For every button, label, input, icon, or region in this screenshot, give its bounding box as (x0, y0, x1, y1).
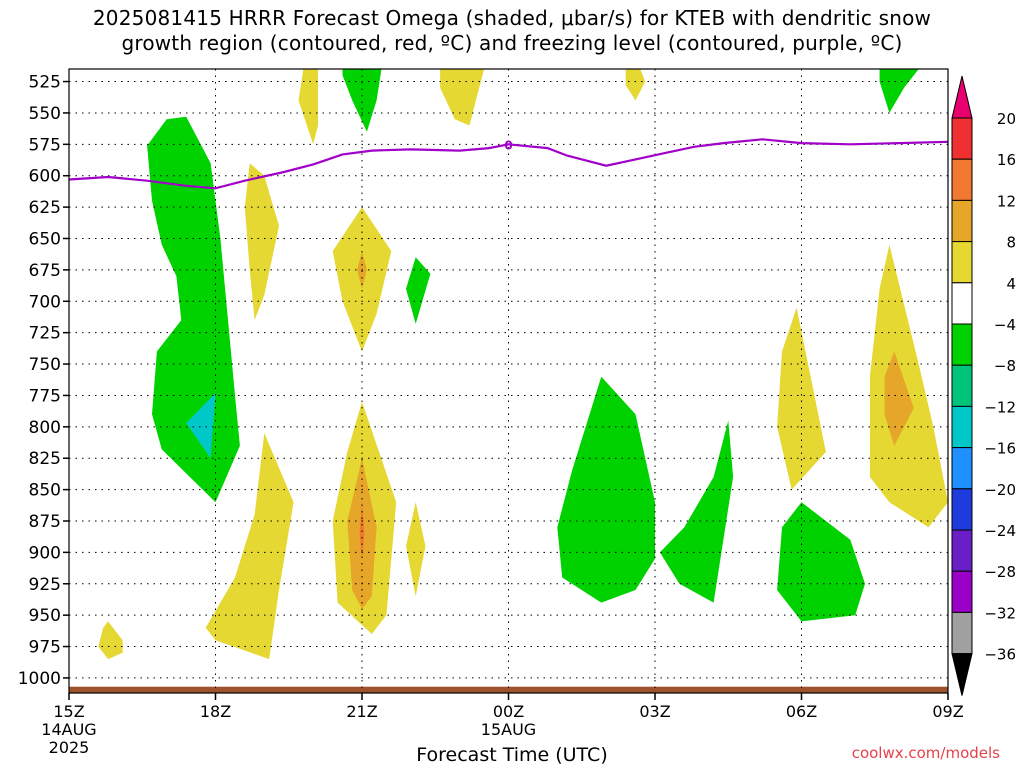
y-tick-label-875: 875 (29, 512, 61, 532)
colorbar-label-4: 4 (1006, 275, 1016, 293)
colorbar-label-13: −36 (984, 646, 1016, 664)
x-tick-label-9: 00Z (493, 702, 524, 721)
y-tick-label-850: 850 (29, 481, 61, 501)
colorbar: 20 16 12 8 4 −4 −8 −12 −16 −20 −24 −28 −32 −36 (951, 75, 1016, 696)
omega-region-22 (777, 502, 865, 622)
colorbar-bin-2 (951, 199, 973, 243)
colorbar-bin-7 (951, 405, 973, 449)
colorbar-label-3: 8 (1006, 234, 1016, 252)
omega-region-19 (869, 244, 948, 528)
y-tick-label-725: 725 (29, 324, 61, 344)
colorbar-label-1: 16 (997, 151, 1016, 169)
colorbar-label-7: −12 (984, 398, 1016, 416)
credit-text: coolwx.com/models (851, 744, 1000, 762)
omega-region-3 (244, 163, 279, 321)
title-line-2: growth region (contoured, red, ºC) and f… (121, 31, 903, 55)
x-tick-sublabel-0-0: 14AUG (41, 720, 96, 739)
x-tick-label-3: 18Z (200, 702, 231, 721)
colorbar-label-6: −8 (994, 357, 1016, 375)
omega-region-17 (659, 420, 734, 603)
x-tick-label-6: 21Z (346, 702, 377, 721)
colorbar-bottom-arrow (951, 653, 973, 696)
colorbar-label-9: −20 (984, 481, 1016, 499)
colorbar-bin-0 (951, 117, 973, 160)
colorbar-bin-9 (951, 488, 973, 531)
gridlines (69, 69, 948, 693)
x-tick-label-0: 15Z (53, 702, 84, 721)
pressure-axis: 525 550 575 600 625 650 675 700 725 750 775 800 825 8… (18, 73, 69, 689)
freezing-level-contour: 0 (68, 138, 949, 190)
ground-surface (69, 686, 948, 693)
y-tick-label-1000: 1000 (18, 669, 61, 689)
colorbar-label-8: −16 (984, 440, 1016, 458)
omega-region-0 (147, 116, 240, 503)
colorbar-bin-3 (951, 241, 973, 284)
omega-region-1 (186, 392, 216, 459)
colorbar-bin-11 (951, 570, 973, 613)
omega-shaded-regions (98, 69, 948, 660)
x-tick-label-15: 06Z (786, 702, 817, 721)
colorbar-bin-12 (951, 611, 973, 655)
y-tick-label-700: 700 (29, 292, 61, 312)
colorbar-label-2: 12 (997, 192, 1016, 210)
colorbar-label-10: −24 (984, 522, 1016, 540)
omega-region-5 (298, 69, 318, 145)
colorbar-bin-8 (951, 447, 973, 490)
y-tick-label-775: 775 (29, 386, 61, 406)
x-tick-label-12: 03Z (639, 702, 670, 721)
y-tick-label-750: 750 (29, 355, 61, 375)
y-tick-label-825: 825 (29, 449, 61, 469)
colorbar-bin-4 (951, 282, 973, 325)
y-tick-label-625: 625 (29, 198, 61, 218)
y-tick-label-800: 800 (29, 418, 61, 438)
x-tick-sublabel-0-1: 2025 (49, 738, 90, 757)
y-tick-label-550: 550 (29, 104, 61, 124)
colorbar-label-5: −4 (994, 316, 1016, 334)
freezing-level-label: 0 (504, 138, 512, 152)
x-tick-sublabel-9-0: 15AUG (481, 720, 536, 739)
omega-region-21 (879, 69, 919, 113)
y-tick-label-900: 900 (29, 543, 61, 563)
y-tick-label-925: 925 (29, 575, 61, 595)
omega-region-16 (557, 376, 655, 603)
colorbar-label-0: 20 (997, 110, 1016, 128)
colorbar-label-11: −28 (984, 563, 1016, 581)
freezing-level-line (68, 138, 949, 190)
colorbar-label-12: −32 (984, 604, 1016, 622)
y-tick-label-525: 525 (29, 73, 61, 93)
colorbar-bin-6 (951, 364, 973, 407)
colorbar-top-arrow (951, 75, 973, 119)
y-tick-label-975: 975 (29, 638, 61, 658)
omega-region-11 (359, 502, 365, 559)
colorbar-bin-1 (951, 158, 973, 201)
omega-region-12 (440, 69, 485, 126)
colorbar-bin-10 (951, 529, 973, 572)
y-tick-label-600: 600 (29, 167, 61, 187)
y-tick-label-675: 675 (29, 261, 61, 281)
x-axis-label: Forecast Time (UTC) (416, 744, 608, 766)
omega-region-6 (342, 69, 382, 132)
colorbar-bin-5 (951, 323, 973, 366)
omega-region-20 (884, 351, 914, 446)
y-tick-label-650: 650 (29, 229, 61, 249)
x-tick-label-18: 09Z (932, 702, 963, 721)
omega-region-18 (777, 307, 826, 490)
omega-region-14 (406, 502, 426, 597)
chart-title: 2025081415 HRRR Forecast Omega (shaded, … (0, 6, 1024, 56)
omega-region-13 (406, 257, 431, 324)
omega-region-2 (98, 621, 123, 660)
y-tick-label-950: 950 (29, 606, 61, 626)
title-line-1: 2025081415 HRRR Forecast Omega (shaded, … (92, 6, 932, 30)
y-tick-label-575: 575 (29, 135, 61, 155)
omega-region-15 (625, 69, 646, 101)
